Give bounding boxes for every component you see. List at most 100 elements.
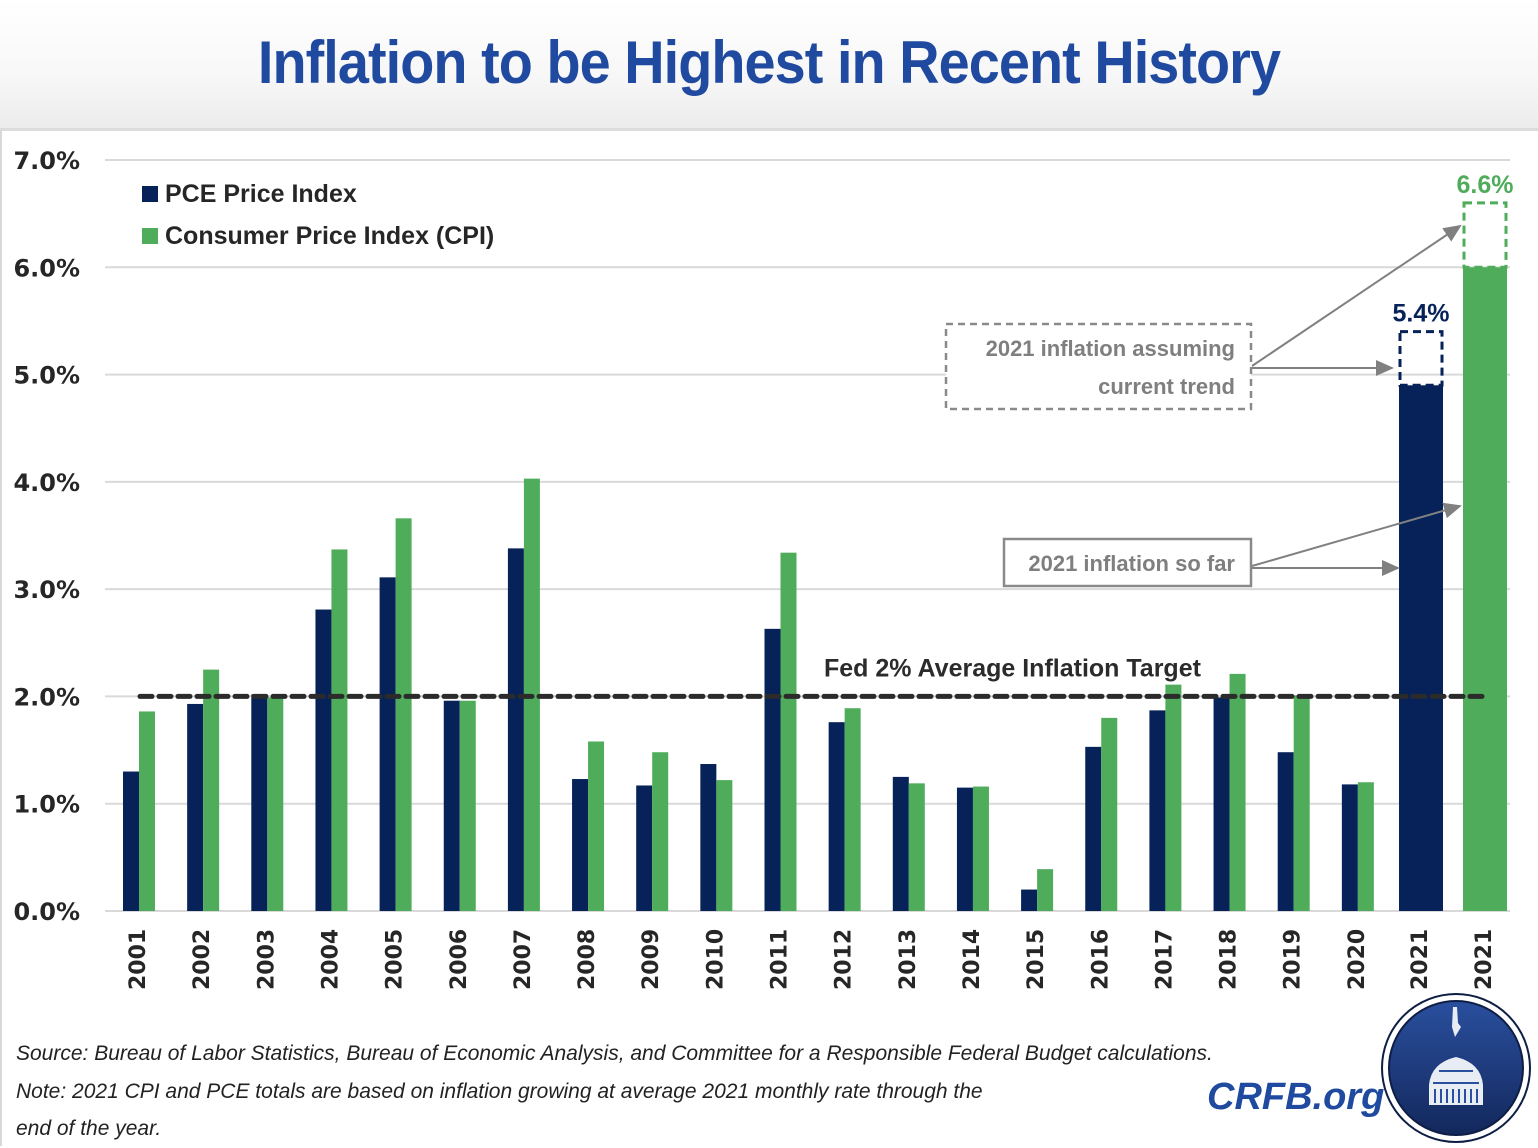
y-tick-label: 2.0% — [13, 683, 80, 711]
x-tick-label: 2011 — [768, 929, 793, 990]
crfb-brand-link[interactable]: CRFB.org — [1207, 1076, 1385, 1118]
bar-cpi-2011 — [780, 552, 797, 911]
bar-cpi-2020 — [1357, 782, 1374, 911]
legend-swatch-pce — [142, 186, 158, 202]
x-tick-label: 2021 — [1472, 929, 1497, 990]
bar-cpi-2013 — [908, 783, 925, 911]
note-line-2: end of the year. — [16, 1117, 162, 1140]
bar-pce-2007 — [507, 548, 524, 911]
note-line-1: Note: 2021 CPI and PCE totals are based … — [16, 1080, 983, 1103]
y-tick-label: 0.0% — [13, 898, 80, 926]
source-note: Source: Bureau of Labor Statistics, Bure… — [16, 1042, 1213, 1065]
annotation-box-so-far — [1002, 537, 1253, 588]
x-tick-label: 2003 — [254, 929, 279, 990]
reference-line-group: Fed 2% Average Inflation Target — [137, 654, 1488, 699]
page-title: Inflation to be Highest in Recent Histor… — [257, 29, 1281, 96]
bar-cpi-2010 — [716, 780, 733, 911]
x-tick-label: 2004 — [318, 929, 343, 990]
bar-cpi-2019 — [1293, 695, 1310, 911]
x-axis-ticks: 2001 2002 2003 2004 2005 2006 2007 2008 2009 2010… — [126, 929, 1497, 990]
bar-cpi-2006 — [459, 700, 476, 911]
bar-pce-2002 — [187, 703, 204, 911]
y-tick-label: 6.0% — [13, 254, 80, 282]
bar-cpi-2015 — [1037, 869, 1054, 911]
arrow-to-cpi-projected — [1251, 224, 1462, 367]
bar-pce-2003 — [251, 694, 268, 911]
bar-pce-2004 — [315, 609, 332, 911]
bar-cpi-2012 — [844, 708, 861, 911]
legend-label-pce: PCE Price Index — [165, 180, 357, 208]
bar-pce-2010 — [700, 764, 717, 911]
y-tick-label: 7.0% — [13, 147, 80, 175]
fed-target-label: Fed 2% Average Inflation Target — [824, 654, 1202, 682]
data-label-2021-cpi: 6.6% — [1457, 171, 1514, 199]
y-tick-label: 5.0% — [13, 362, 80, 390]
annotations: 2021 inflation assuming current trend 2021… — [944, 224, 1462, 588]
bar-cpi-2003 — [267, 697, 284, 911]
annotation-text-so-far: 2021 inflation so far — [1028, 551, 1235, 576]
x-tick-label: 2015 — [1024, 929, 1049, 990]
arrow-to-cpi-so-far — [1251, 502, 1462, 567]
x-tick-label: 2006 — [447, 929, 472, 990]
legend-label-cpi: Consumer Price Index (CPI) — [165, 222, 494, 250]
bar-pce-2001 — [123, 771, 139, 911]
annotation-text-projected: current trend — [1098, 374, 1235, 399]
bar-pce-2017 — [1149, 710, 1166, 911]
x-tick-label: 2005 — [383, 929, 408, 990]
x-tick-label: 2019 — [1281, 929, 1306, 990]
bar-cpi-2018 — [1229, 673, 1246, 911]
y-tick-label: 4.0% — [13, 469, 80, 497]
x-tick-label: 2012 — [832, 929, 857, 990]
data-label-2021-pce: 5.4% — [1393, 300, 1450, 328]
x-tick-label: 2008 — [575, 929, 600, 990]
bar-cpi-2016 — [1101, 717, 1118, 911]
bar-pce-2005 — [379, 577, 396, 911]
x-tick-label: 2007 — [511, 929, 536, 990]
y-tick-label: 3.0% — [13, 576, 80, 604]
x-tick-label: 2002 — [190, 929, 215, 990]
x-tick-label: 2021 — [1408, 929, 1433, 990]
x-tick-label: 2020 — [1345, 929, 1370, 990]
x-tick-label: 2018 — [1217, 929, 1242, 990]
bar-pce-2018 — [1213, 697, 1230, 911]
bar-cpi-2001 — [139, 711, 155, 911]
bar-pce-2011 — [764, 628, 781, 911]
x-tick-label: 2001 — [126, 929, 151, 990]
bar-2021-so-far-pce — [1399, 385, 1443, 911]
bar-cpi-2002 — [203, 669, 220, 911]
bar-2021-projected-pce — [1398, 330, 1444, 387]
bar-pce-2015 — [1021, 889, 1038, 911]
bar-pce-2020 — [1341, 784, 1358, 911]
y-axis-ticks: 0.0% 1.0% 2.0% 3.0% 4.0% 5.0% 6.0% 7.0% — [13, 147, 80, 926]
bar-pce-2016 — [1085, 746, 1102, 911]
bar-pce-2008 — [572, 779, 589, 911]
x-tick-label: 2009 — [639, 929, 664, 990]
bar-cpi-2017 — [1165, 684, 1182, 911]
annotation-text-projected: 2021 inflation assuming — [986, 336, 1235, 361]
bar-chart: 0.0% 1.0% 2.0% 3.0% 4.0% 5.0% 6.0% 7.0% 5.4% 6.6… — [13, 147, 1514, 990]
bar-cpi-2009 — [652, 752, 669, 911]
x-tick-label: 2016 — [1088, 929, 1113, 990]
bar-cpi-2014 — [972, 786, 989, 911]
bar-cpi-2008 — [588, 741, 605, 911]
bar-pce-2019 — [1277, 752, 1294, 911]
legend: PCE Price Index Consumer Price Index (CPI… — [142, 180, 494, 250]
bar-cpi-2004 — [331, 549, 348, 911]
x-tick-label: 2017 — [1152, 929, 1177, 990]
x-tick-label: 2013 — [896, 929, 921, 990]
bar-cpi-2005 — [395, 518, 412, 911]
x-tick-label: 2014 — [960, 929, 985, 990]
bar-2021-so-far-cpi — [1463, 267, 1507, 911]
bar-pce-2006 — [443, 700, 460, 911]
annotation-box-projected — [944, 322, 1253, 411]
bar-pce-2009 — [636, 785, 653, 911]
bar-pce-2012 — [828, 722, 845, 911]
header-banner: Inflation to be Highest in Recent Histor… — [0, 0, 1538, 131]
capitol-dome-seal-icon — [1381, 993, 1531, 1143]
x-tick-label: 2010 — [703, 929, 728, 990]
bar-pce-2013 — [892, 776, 909, 911]
bar-pce-2014 — [956, 787, 973, 911]
bar-2021-projected-cpi — [1462, 201, 1508, 269]
y-tick-label: 1.0% — [13, 791, 80, 819]
